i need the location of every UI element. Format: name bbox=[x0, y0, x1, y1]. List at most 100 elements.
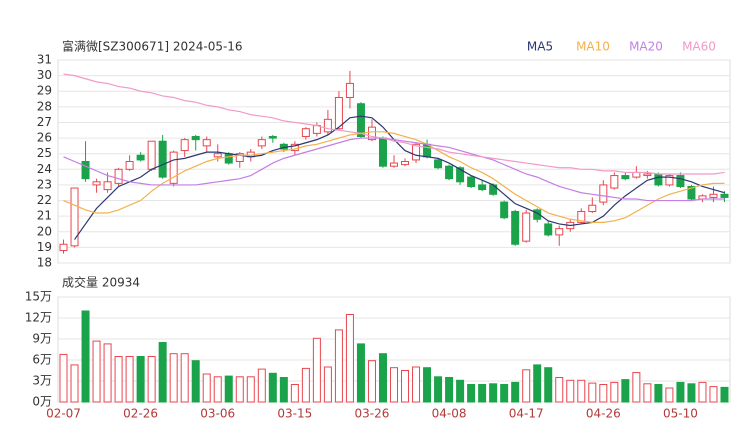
y-tick-label: 26 bbox=[37, 131, 52, 145]
volume-bar bbox=[687, 383, 696, 403]
candle-body bbox=[401, 161, 410, 166]
y-tick-label: 12万 bbox=[25, 311, 52, 325]
volume-bar bbox=[367, 360, 376, 403]
y-tick-label: 23 bbox=[37, 177, 52, 191]
candle-body bbox=[147, 140, 156, 170]
volume-bar bbox=[412, 366, 421, 403]
candle-body bbox=[345, 82, 354, 98]
candle-body bbox=[70, 187, 79, 247]
y-tick-label: 18 bbox=[37, 256, 52, 270]
volume-bar bbox=[720, 386, 729, 403]
candle-body bbox=[533, 209, 542, 220]
candle-body bbox=[709, 193, 718, 198]
volume-bar bbox=[180, 353, 189, 403]
candle-body bbox=[599, 184, 608, 203]
volume-bar bbox=[235, 376, 244, 403]
volume-bar bbox=[202, 373, 211, 403]
volume-bar bbox=[257, 368, 266, 403]
candle-body bbox=[478, 184, 487, 191]
candle-body bbox=[522, 212, 531, 242]
volume-bar bbox=[224, 375, 233, 403]
volume-bar bbox=[323, 366, 332, 403]
candle-body bbox=[643, 173, 652, 177]
y-tick-label: 31 bbox=[37, 53, 52, 67]
volume-bar bbox=[279, 377, 288, 403]
volume-bar bbox=[213, 376, 222, 403]
candle-body bbox=[412, 143, 421, 161]
volume-bar bbox=[577, 379, 586, 403]
volume-bar bbox=[610, 381, 619, 403]
y-tick-label: 15万 bbox=[25, 290, 52, 304]
candle-body bbox=[323, 118, 332, 133]
candle-body bbox=[257, 139, 266, 147]
candle-body bbox=[125, 161, 134, 170]
volume-bar bbox=[423, 367, 432, 403]
x-tick-label: 03-26 bbox=[355, 407, 390, 421]
candle-body bbox=[136, 154, 145, 161]
volume-bar bbox=[698, 381, 707, 403]
volume-bar bbox=[643, 383, 652, 403]
ma-line bbox=[63, 137, 725, 202]
volume-bar bbox=[301, 367, 310, 403]
y-tick-label: 9万 bbox=[32, 332, 52, 346]
volume-bar bbox=[522, 369, 531, 403]
candle-body bbox=[390, 162, 398, 167]
candle-body bbox=[676, 175, 685, 187]
volume-bar bbox=[70, 364, 79, 403]
x-tick-label: 05-10 bbox=[663, 407, 698, 421]
candle-body bbox=[235, 153, 244, 162]
candle-body bbox=[180, 139, 189, 152]
volume-bar bbox=[632, 372, 641, 403]
ma-line bbox=[63, 73, 725, 175]
volume-bar bbox=[147, 356, 156, 403]
volume-bar bbox=[555, 377, 564, 403]
y-tick-label: 3万 bbox=[32, 374, 52, 388]
candle-body bbox=[555, 228, 564, 236]
y-tick-label: 20 bbox=[37, 224, 52, 238]
volume-title: 成交量 20934 bbox=[62, 275, 140, 290]
volume-bar bbox=[92, 340, 101, 403]
volume-bar bbox=[136, 356, 145, 403]
volume-bar bbox=[434, 376, 443, 403]
ma-line bbox=[74, 115, 725, 240]
volume-bar bbox=[500, 384, 509, 403]
x-tick-label: 02-07 bbox=[46, 407, 81, 421]
volume-bar bbox=[478, 384, 487, 403]
legend-entry: MA5 bbox=[527, 40, 553, 54]
candle-body bbox=[511, 210, 520, 245]
volume-bar bbox=[511, 381, 520, 403]
candle-body bbox=[378, 137, 387, 167]
chart-title: 富满微[SZ300671] 2024-05-16 bbox=[62, 39, 243, 54]
candle-body bbox=[445, 165, 454, 180]
volume-bar bbox=[246, 376, 255, 403]
ma-line bbox=[63, 131, 725, 223]
candle-body bbox=[224, 153, 233, 164]
volume-bar bbox=[290, 384, 299, 403]
x-tick-label: 03-06 bbox=[200, 407, 235, 421]
volume-bar bbox=[81, 310, 90, 403]
y-tick-label: 19 bbox=[37, 240, 52, 254]
volume-bar bbox=[566, 379, 575, 403]
candle-body bbox=[213, 153, 222, 158]
candle-body bbox=[92, 181, 101, 186]
volume-bar bbox=[59, 353, 68, 403]
volume-bar bbox=[390, 367, 398, 403]
volume-bar bbox=[665, 387, 674, 403]
candle-body bbox=[202, 139, 211, 147]
candle-body bbox=[577, 210, 586, 223]
candle-body bbox=[434, 159, 443, 169]
legend-entry: MA10 bbox=[576, 40, 610, 54]
x-tick-label: 03-15 bbox=[277, 407, 312, 421]
volume-bar bbox=[103, 343, 112, 403]
volume-bar bbox=[114, 356, 123, 403]
x-tick-label: 04-17 bbox=[509, 407, 544, 421]
volume-bar bbox=[544, 367, 553, 403]
candle-body bbox=[81, 161, 90, 180]
volume-bar bbox=[158, 342, 167, 403]
candle-body bbox=[367, 126, 376, 141]
volume-bar bbox=[334, 329, 343, 403]
y-tick-label: 27 bbox=[37, 115, 52, 129]
candle-body bbox=[720, 193, 729, 198]
candle-body bbox=[687, 185, 696, 200]
